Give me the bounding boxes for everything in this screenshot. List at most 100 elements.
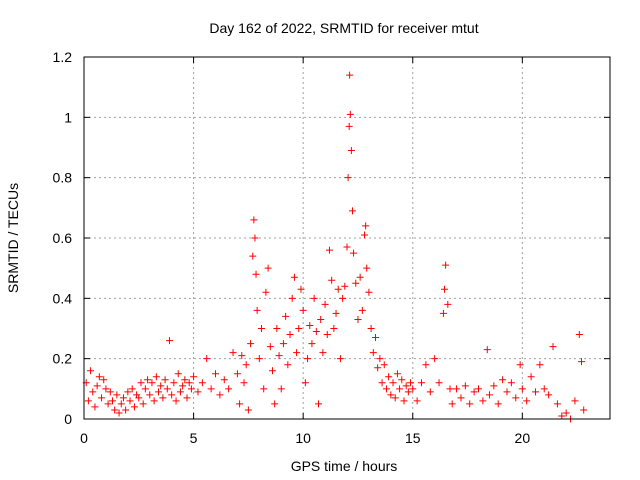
- data-point: [321, 300, 329, 308]
- data-point: [350, 249, 358, 257]
- data-point: [130, 403, 138, 411]
- data-point: [150, 397, 158, 405]
- data-point: [398, 376, 406, 384]
- data-point: [249, 252, 257, 260]
- data-point: [332, 309, 340, 317]
- data-point: [165, 337, 173, 345]
- data-point: [442, 261, 450, 269]
- grid: [84, 57, 610, 419]
- data-point: [185, 379, 193, 387]
- data-point: [479, 397, 487, 405]
- data-point: [119, 394, 127, 402]
- data-point: [288, 294, 296, 302]
- data-point: [365, 288, 373, 296]
- data-point: [152, 373, 160, 381]
- x-axis-label: GPS time / hours: [291, 458, 398, 474]
- data-point: [236, 400, 244, 408]
- data-point: [306, 321, 314, 329]
- data-point: [553, 400, 561, 408]
- data-point: [242, 361, 250, 369]
- data-point: [220, 376, 228, 384]
- data-point: [545, 391, 553, 399]
- data-point: [323, 331, 331, 339]
- chart-title: Day 162 of 2022, SRMTID for receiver mtu…: [209, 20, 478, 36]
- data-point: [328, 276, 336, 284]
- data-point: [531, 388, 539, 396]
- y-tick-label: 0.2: [53, 351, 73, 367]
- data-point: [301, 379, 309, 387]
- data-point: [172, 397, 180, 405]
- data-point: [446, 385, 454, 393]
- data-point: [279, 340, 287, 348]
- x-tick-label: 20: [515, 430, 531, 446]
- y-tick-label: 1.2: [53, 49, 73, 65]
- data-point: [418, 379, 426, 387]
- data-point: [345, 122, 353, 130]
- data-point: [575, 331, 583, 339]
- data-point: [407, 379, 415, 387]
- data-point: [295, 325, 303, 332]
- data-point: [198, 379, 206, 387]
- data-point: [439, 309, 447, 317]
- data-point: [312, 328, 320, 336]
- data-point: [277, 385, 285, 393]
- data-point: [124, 388, 132, 396]
- data-point: [229, 349, 237, 357]
- data-point: [409, 385, 417, 393]
- data-point: [113, 391, 121, 399]
- data-point: [271, 400, 279, 408]
- data-point: [536, 361, 544, 369]
- data-point: [233, 370, 241, 378]
- data-point: [475, 385, 482, 393]
- x-tick-label: 5: [190, 430, 198, 446]
- data-point: [457, 394, 465, 402]
- data-point: [512, 394, 520, 402]
- data-point: [275, 352, 283, 360]
- data-point: [431, 355, 439, 363]
- data-point: [317, 315, 325, 323]
- data-point: [203, 355, 211, 363]
- data-point: [144, 376, 152, 384]
- data-point: [507, 379, 515, 387]
- data-point: [503, 388, 511, 396]
- data-point: [382, 385, 390, 393]
- data-point: [247, 340, 255, 348]
- data-point: [562, 409, 570, 417]
- data-point: [378, 379, 386, 387]
- data-point: [207, 385, 215, 393]
- data-point: [334, 285, 342, 293]
- data-point: [393, 370, 401, 378]
- data-point: [179, 382, 187, 390]
- data-point: [212, 370, 219, 378]
- data-point: [194, 388, 202, 396]
- data-point: [347, 147, 355, 155]
- data-point: [93, 382, 101, 390]
- data-point: [240, 379, 248, 387]
- data-point: [578, 358, 586, 366]
- tick-labels: 0 5 10 15 20 0 0.2 0.4 0.6 0.8 1 1.2: [53, 49, 531, 446]
- data-point: [367, 325, 375, 332]
- data-point: [104, 400, 112, 408]
- data-point: [385, 373, 393, 381]
- data-point: [187, 385, 195, 393]
- data-point: [396, 385, 404, 393]
- data-point: [549, 343, 557, 351]
- data-point: [264, 264, 272, 272]
- data-point: [325, 246, 333, 254]
- data-point: [250, 216, 258, 224]
- data-point: [448, 400, 456, 408]
- data-point: [174, 370, 182, 378]
- data-point: [435, 379, 443, 387]
- data-point: [523, 397, 531, 405]
- data-point: [176, 388, 184, 396]
- data-point: [362, 222, 370, 230]
- data-point: [299, 306, 307, 314]
- data-point: [319, 349, 327, 357]
- data-point: [126, 397, 134, 405]
- data-point: [87, 367, 95, 375]
- axis-ticks: [83, 56, 610, 420]
- data-point: [216, 391, 224, 399]
- data-point: [268, 367, 276, 375]
- data-point: [89, 388, 97, 396]
